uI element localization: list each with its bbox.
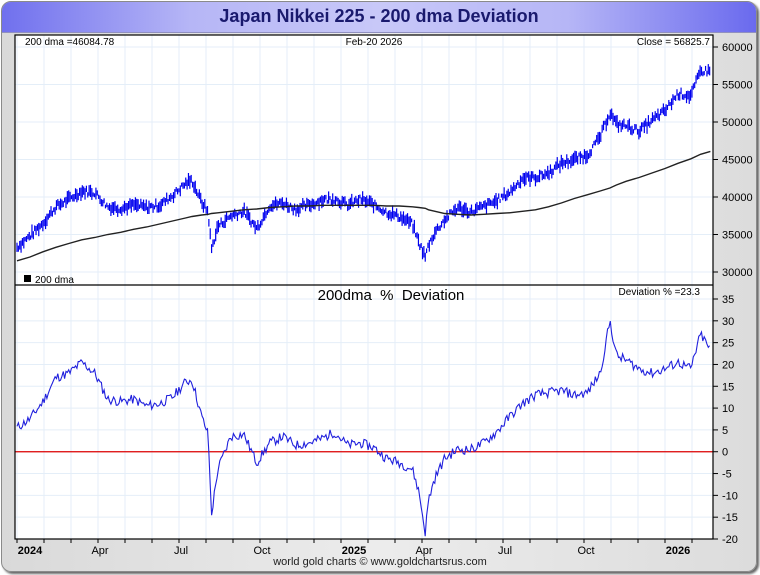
lower-series bbox=[15, 320, 713, 537]
y-tick-label-upper: 30000 bbox=[722, 267, 753, 279]
deviation-panel-title: 200dma % Deviation bbox=[318, 287, 465, 304]
x-tick-label: 2026 bbox=[666, 545, 690, 557]
x-tick-label: Jul bbox=[498, 545, 512, 557]
title-bar: Japan Nikkei 225 - 200 dma Deviation bbox=[2, 2, 756, 33]
y-tick-label-lower: -5 bbox=[722, 469, 732, 481]
y-tick-label-lower: -15 bbox=[722, 512, 738, 524]
y-tick-label-lower: 20 bbox=[722, 359, 734, 371]
y-tick-label-lower: -20 bbox=[722, 534, 738, 546]
y-tick-label-lower: 15 bbox=[722, 381, 734, 393]
y-tick-label-lower: -10 bbox=[722, 490, 738, 502]
close-value-label: Close = 56825.7 bbox=[637, 37, 711, 48]
x-tick-label: 2024 bbox=[18, 545, 43, 557]
y-tick-label-upper: 50000 bbox=[722, 117, 753, 129]
y-tick-label-lower: 30 bbox=[722, 316, 734, 328]
y-tick-label-lower: 0 bbox=[722, 447, 728, 459]
y-tick-label-upper: 55000 bbox=[722, 80, 753, 92]
x-tick-label: Oct bbox=[253, 545, 270, 557]
deviation-value-label: Deviation % =23.3 bbox=[619, 287, 701, 298]
y-tick-label-lower: 5 bbox=[722, 425, 728, 437]
plot-border bbox=[14, 34, 714, 540]
y-tick-label-upper: 45000 bbox=[722, 155, 753, 167]
x-tick-label: Jul bbox=[174, 545, 188, 557]
x-tick-label: Oct bbox=[577, 545, 594, 557]
y-tick-label-upper: 60000 bbox=[722, 42, 753, 54]
deviation-line bbox=[16, 320, 711, 537]
x-tick-label: Apr bbox=[91, 545, 108, 557]
y-tick-label-lower: 10 bbox=[722, 403, 734, 415]
dma-value-label: 200 dma =46084.78 bbox=[25, 37, 115, 48]
x-tick-label: Apr bbox=[415, 545, 432, 557]
chart-title: Japan Nikkei 225 - 200 dma Deviation bbox=[219, 6, 539, 26]
footer-credit: world gold charts © www.goldchartsrus.co… bbox=[273, 556, 487, 568]
y-tick-label-upper: 40000 bbox=[722, 192, 753, 204]
y-tick-label-lower: 25 bbox=[722, 338, 734, 350]
x-tick-label: 2025 bbox=[342, 545, 366, 557]
dma-line bbox=[16, 150, 711, 262]
date-label: Feb-20 2026 bbox=[346, 37, 403, 48]
dma-legend-swatch bbox=[24, 275, 31, 282]
dma-legend-label: 200 dma bbox=[35, 275, 74, 286]
y-tick-label-lower: 35 bbox=[722, 294, 734, 306]
lower-plot-area bbox=[14, 284, 714, 540]
axes: 30000 35000 40000 45000 50000 55000 60000 -20 -1… bbox=[16, 42, 753, 557]
y-tick-label-upper: 35000 bbox=[722, 230, 753, 242]
upper-series bbox=[16, 64, 711, 262]
